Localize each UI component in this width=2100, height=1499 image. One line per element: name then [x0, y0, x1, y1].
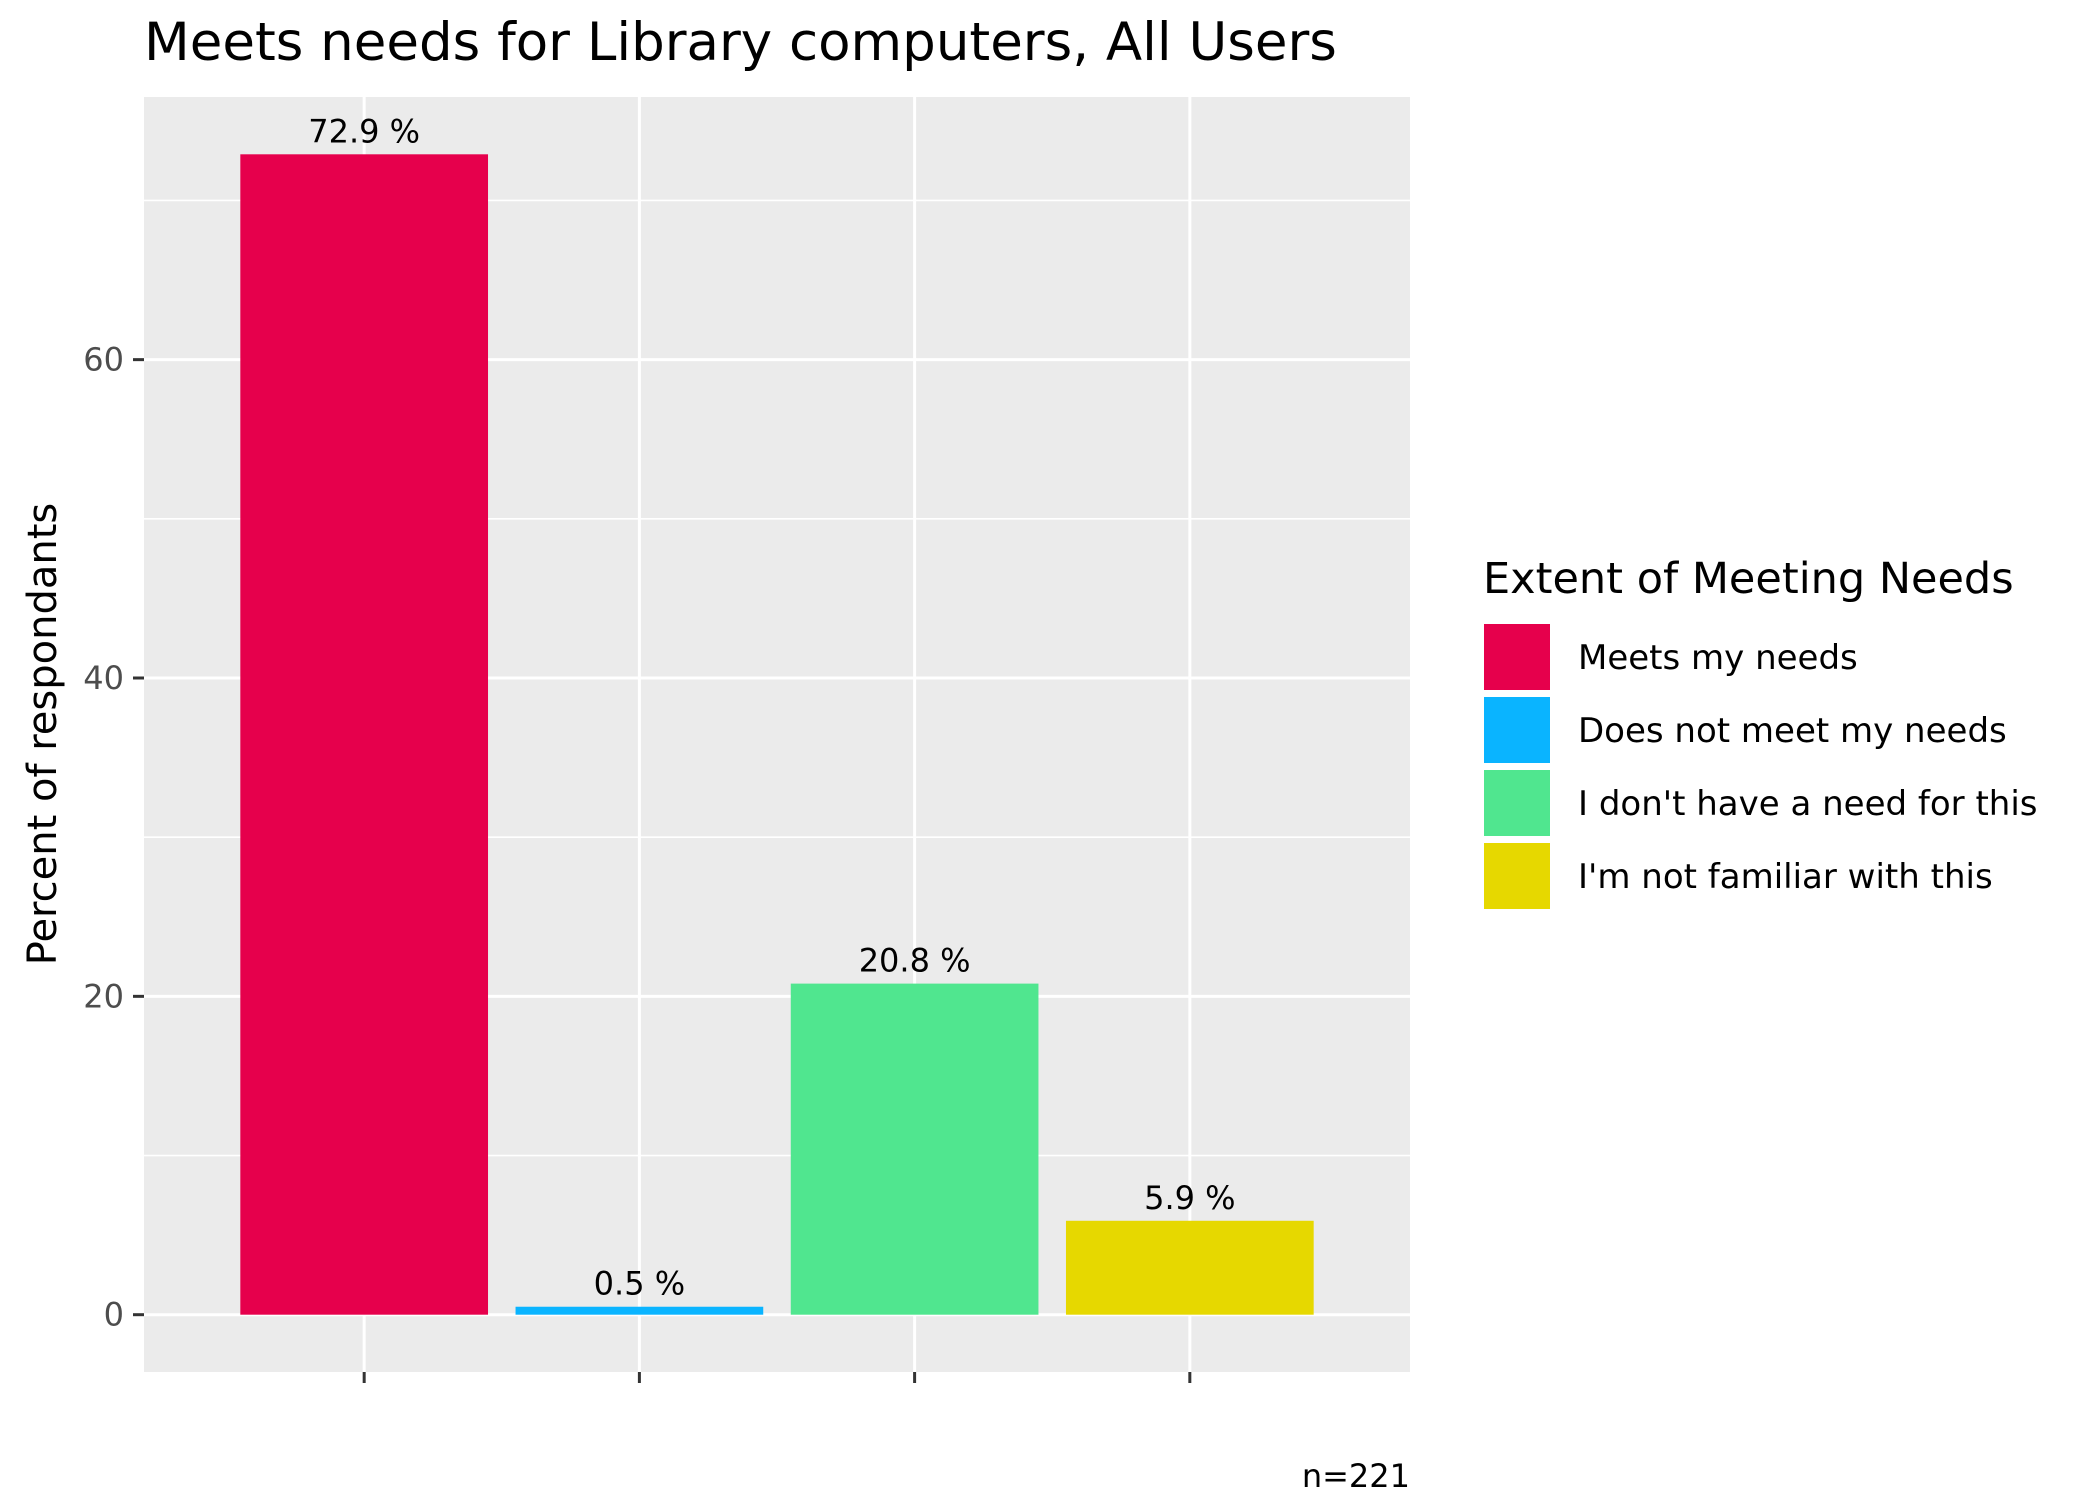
- legend-key: [1482, 622, 1552, 692]
- bars: [240, 154, 1314, 1315]
- legend-key: [1482, 768, 1552, 838]
- y-tick-label: 40: [83, 659, 124, 697]
- bar-value-label: 5.9 %: [1144, 1179, 1235, 1217]
- legend-key: [1482, 695, 1552, 765]
- legend-label: Does not meet my needs: [1578, 711, 2007, 751]
- legend-items: Meets my needs Does not meet my needs I do…: [1482, 622, 2038, 911]
- legend-key: [1482, 841, 1552, 911]
- data-labels: 72.9 % 0.5 % 20.8 % 5.9 %: [308, 112, 1235, 1302]
- bar-value-label: 72.9 %: [308, 112, 420, 150]
- y-tick-label: 0: [104, 1296, 124, 1334]
- axes: 0 20 40 60: [83, 341, 1192, 1383]
- y-axis-title: Percent of respondants: [20, 503, 66, 966]
- legend-label: I don't have a need for this: [1578, 784, 2038, 824]
- bar: [240, 154, 489, 1315]
- legend: Extent of Meeting Needs Meets my needs Do…: [1482, 554, 2038, 911]
- bar: [515, 1306, 764, 1315]
- bar: [1065, 1220, 1314, 1315]
- bar-value-label: 0.5 %: [594, 1265, 685, 1303]
- chart-title: Meets needs for Library computers, All U…: [144, 12, 1337, 73]
- bar-value-label: 20.8 %: [859, 942, 971, 980]
- legend-label: I'm not familiar with this: [1578, 857, 1993, 897]
- y-tick-label: 60: [83, 341, 124, 379]
- bar: [790, 983, 1039, 1315]
- legend-title: Extent of Meeting Needs: [1483, 554, 2014, 604]
- y-tick-label: 20: [83, 977, 124, 1015]
- sample-size-caption: n=221: [1302, 1457, 1410, 1495]
- legend-label: Meets my needs: [1578, 638, 1858, 678]
